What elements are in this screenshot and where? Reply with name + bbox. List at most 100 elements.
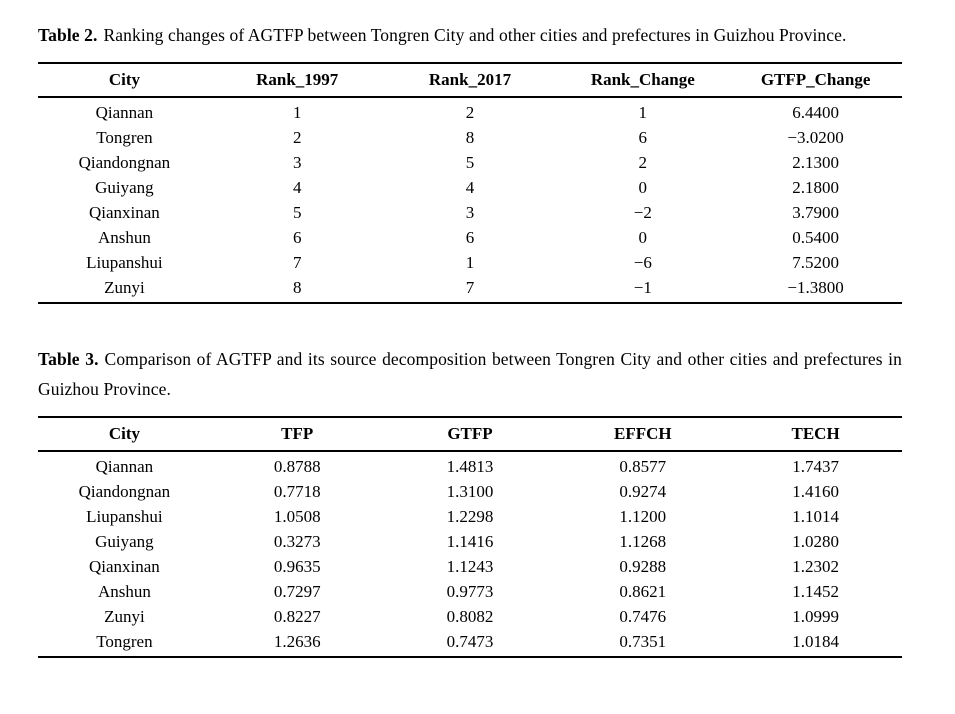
- cell-rank-2017: 5: [465, 153, 475, 172]
- cell-city: Qiannan: [95, 103, 154, 122]
- cell-tfp: 1.2636: [273, 632, 321, 651]
- page-content: Table 2. Ranking changes of AGTFP between…: [38, 25, 902, 658]
- table-row: Anshun 6 6 0 0.5400: [38, 225, 902, 250]
- cell-gtfp: 1.1243: [446, 557, 494, 576]
- cell-rank-1997: 7: [292, 253, 302, 272]
- cell-city: Liupanshui: [86, 253, 163, 272]
- table-header-row: City Rank_1997 Rank_2017 Rank_Change GTF…: [38, 63, 902, 98]
- cell-gtfp: 1.1416: [446, 532, 494, 551]
- cell-gtfp: 1.3100: [446, 482, 494, 501]
- cell-city: Zunyi: [104, 278, 145, 297]
- cell-rank-1997: 4: [292, 178, 302, 197]
- cell-tfp: 0.7718: [273, 482, 321, 501]
- cell-tech: 1.0280: [792, 532, 839, 551]
- table-row: Qiannan 0.8788 1.4813 0.8577 1.7437: [38, 451, 902, 479]
- cell-city: Qianxinan: [88, 557, 160, 576]
- cell-gtfp-change: 2.1300: [792, 153, 839, 172]
- cell-effch: 0.9274: [619, 482, 667, 501]
- table3: City TFP GTFP EFFCH TECH Qiannan 0.8788 …: [38, 416, 902, 658]
- table3-col-tfp: TFP: [210, 417, 384, 452]
- table-row: Qianxinan 0.9635 1.1243 0.9288 1.2302: [38, 554, 902, 579]
- cell-city: Anshun: [97, 582, 151, 601]
- cell-rank-change: 6: [638, 128, 648, 147]
- cell-effch: 1.1200: [619, 507, 667, 526]
- table3-col-effch: EFFCH: [556, 417, 730, 452]
- table2-caption-label: Table 2.: [38, 25, 98, 45]
- cell-effch: 1.1268: [619, 532, 667, 551]
- table2-col-city: City: [38, 63, 211, 98]
- cell-rank-1997: 3: [292, 153, 302, 172]
- table2-col-rank-2017: Rank_2017: [383, 63, 557, 98]
- table-row: Qianxinan 5 3 −2 3.7900: [38, 200, 902, 225]
- cell-city: Guiyang: [95, 178, 154, 197]
- cell-tfp: 0.8788: [273, 457, 321, 476]
- cell-tech: 1.0184: [792, 632, 839, 651]
- cell-gtfp-change: 2.1800: [792, 178, 839, 197]
- table3-col-gtfp: GTFP: [383, 417, 557, 452]
- cell-rank-1997: 5: [292, 203, 302, 222]
- cell-effch: 0.7476: [619, 607, 667, 626]
- table-row: Zunyi 0.8227 0.8082 0.7476 1.0999: [38, 604, 902, 629]
- cell-city: Tongren: [96, 632, 153, 651]
- table3-caption-label: Table 3.: [38, 349, 99, 369]
- cell-city: Zunyi: [104, 607, 145, 626]
- cell-gtfp-change: 0.5400: [792, 228, 839, 247]
- cell-rank-2017: 1: [465, 253, 475, 272]
- cell-gtfp: 0.8082: [446, 607, 494, 626]
- cell-rank-change: −2: [633, 203, 652, 222]
- cell-gtfp: 1.2298: [446, 507, 494, 526]
- cell-gtfp-change: 6.4400: [792, 103, 839, 122]
- cell-tfp: 0.3273: [273, 532, 321, 551]
- cell-city: Qiandongnan: [78, 482, 171, 501]
- cell-rank-change: 0: [638, 228, 648, 247]
- cell-tech: 1.7437: [792, 457, 839, 476]
- table3-caption: Table 3. Comparison of AGTFP and its sour…: [38, 344, 902, 404]
- cell-tech: 1.1014: [792, 507, 839, 526]
- cell-rank-1997: 6: [292, 228, 302, 247]
- table-row: Qiandongnan 0.7718 1.3100 0.9274 1.4160: [38, 479, 902, 504]
- table-row: Tongren 1.2636 0.7473 0.7351 1.0184: [38, 629, 902, 657]
- table2-header: City Rank_1997 Rank_2017 Rank_Change GTF…: [38, 63, 902, 98]
- table-row: Tongren 2 8 6 −3.0200: [38, 125, 902, 150]
- cell-city: Guiyang: [95, 532, 154, 551]
- cell-tfp: 0.8227: [273, 607, 321, 626]
- table-row: Zunyi 8 7 −1 −1.3800: [38, 275, 902, 303]
- table-row: Qiandongnan 3 5 2 2.1300: [38, 150, 902, 175]
- cell-city: Liupanshui: [86, 507, 163, 526]
- cell-rank-2017: 2: [465, 103, 475, 122]
- cell-tfp: 0.7297: [273, 582, 321, 601]
- table2-col-gtfp-change: GTFP_Change: [729, 63, 902, 98]
- cell-rank-2017: 7: [465, 278, 475, 297]
- table-row: Guiyang 0.3273 1.1416 1.1268 1.0280: [38, 529, 902, 554]
- table-header-row: City TFP GTFP EFFCH TECH: [38, 417, 902, 452]
- table-row: Qiannan 1 2 1 6.4400: [38, 97, 902, 125]
- cell-rank-change: 1: [638, 103, 648, 122]
- table3-col-tech: TECH: [729, 417, 902, 452]
- cell-gtfp-change: −3.0200: [787, 128, 844, 147]
- table-row: Liupanshui 7 1 −6 7.5200: [38, 250, 902, 275]
- cell-tech: 1.4160: [792, 482, 839, 501]
- table2-caption-text: Ranking changes of AGTFP between Tongren…: [103, 25, 847, 45]
- cell-effch: 0.8621: [619, 582, 667, 601]
- table-row: Liupanshui 1.0508 1.2298 1.1200 1.1014: [38, 504, 902, 529]
- cell-tech: 1.1452: [792, 582, 839, 601]
- cell-gtfp-change: 3.7900: [792, 203, 839, 222]
- table3-header: City TFP GTFP EFFCH TECH: [38, 417, 902, 452]
- table2-col-rank-1997: Rank_1997: [210, 63, 384, 98]
- cell-effch: 0.8577: [619, 457, 667, 476]
- cell-gtfp: 1.4813: [446, 457, 494, 476]
- cell-tech: 1.2302: [792, 557, 839, 576]
- cell-effch: 0.9288: [619, 557, 667, 576]
- cell-rank-1997: 1: [292, 103, 302, 122]
- cell-tfp: 0.9635: [273, 557, 321, 576]
- table-row: Anshun 0.7297 0.9773 0.8621 1.1452: [38, 579, 902, 604]
- cell-rank-2017: 4: [465, 178, 475, 197]
- cell-gtfp-change: 7.5200: [792, 253, 839, 272]
- cell-rank-change: 2: [638, 153, 648, 172]
- table-row: Guiyang 4 4 0 2.1800: [38, 175, 902, 200]
- cell-rank-1997: 8: [292, 278, 302, 297]
- cell-rank-2017: 8: [465, 128, 475, 147]
- cell-rank-change: −1: [633, 278, 652, 297]
- cell-city: Tongren: [96, 128, 153, 147]
